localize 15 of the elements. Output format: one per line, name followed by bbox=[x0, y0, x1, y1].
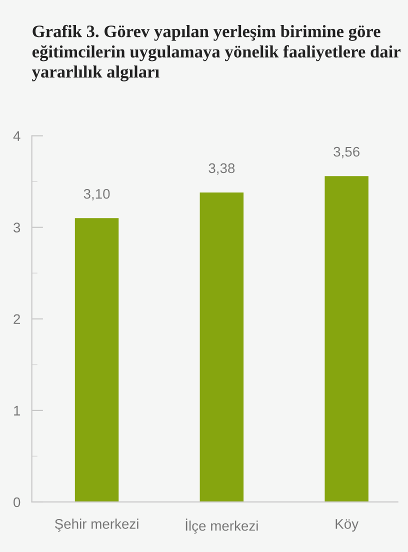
bar bbox=[74, 218, 119, 502]
y-tick-label: 1 bbox=[14, 406, 20, 416]
x-tick-label: Köy bbox=[336, 519, 359, 532]
x-tick-label: İlçe merkezi bbox=[186, 518, 258, 534]
y-tick-label: 4 bbox=[13, 131, 20, 141]
bar bbox=[200, 192, 244, 502]
chart-title: Grafik 3. Görev yapılan yerleşim birimine göre eğitimcilerin uygulamaya yönelik faaliyetlere dair yararlılık algıları bbox=[32, 24, 400, 82]
y-tick-label: 3 bbox=[14, 222, 20, 233]
y-tick-label: 0 bbox=[14, 497, 20, 508]
data-label: 3,38 bbox=[208, 163, 235, 175]
bar bbox=[324, 176, 368, 502]
data-label: 3,56 bbox=[334, 146, 360, 158]
x-tick-label: Şehir merkezi bbox=[54, 518, 138, 532]
y-tick-label: 2 bbox=[14, 314, 20, 324]
data-label: 3,10 bbox=[84, 188, 110, 200]
